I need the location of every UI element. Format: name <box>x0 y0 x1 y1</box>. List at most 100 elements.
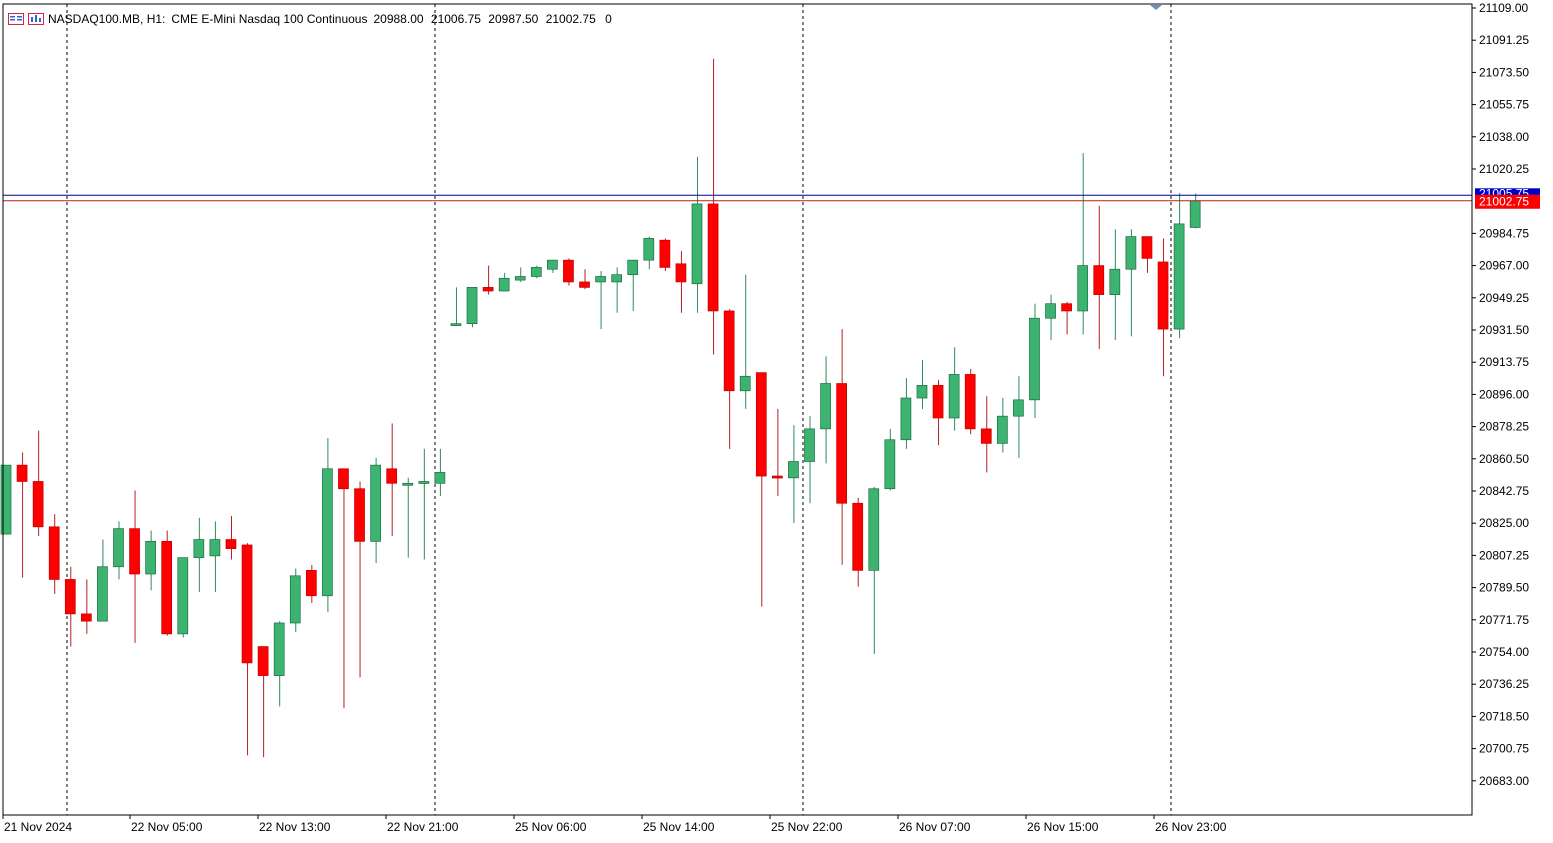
candle-body-bull <box>884 439 896 490</box>
y-tick-label: 20736.25 <box>1479 677 1529 691</box>
candle <box>305 564 317 604</box>
y-tick-label: 20913.75 <box>1479 355 1529 369</box>
candle-body-bull <box>193 539 205 559</box>
candle-body-bull <box>273 622 285 676</box>
x-tick-label: 22 Nov 13:00 <box>259 820 331 834</box>
candle <box>1077 153 1089 335</box>
candle <box>1157 238 1169 377</box>
candle-body-bear <box>48 526 60 580</box>
candle <box>466 287 478 328</box>
y-tick-label: 21073.50 <box>1479 65 1529 79</box>
candle <box>1109 229 1121 340</box>
ask-price-tag <box>1475 188 1540 199</box>
y-tick-label: 20718.50 <box>1479 709 1529 723</box>
close-value: 21002.75 <box>545 12 596 26</box>
candle <box>354 481 365 678</box>
candle <box>691 156 703 313</box>
candle <box>948 347 960 431</box>
x-tick-label: 26 Nov 15:00 <box>1027 820 1099 834</box>
y-tick-label: 21038.00 <box>1479 130 1529 144</box>
candle-body-bull <box>916 384 928 399</box>
y-tick-label: 20984.75 <box>1479 226 1529 240</box>
candle-body-bear <box>836 383 847 504</box>
candle <box>579 269 590 290</box>
x-tick-label: 22 Nov 05:00 <box>131 820 203 834</box>
candle <box>161 530 173 636</box>
plot-frame <box>2 3 1473 816</box>
candle-body-bull <box>1045 303 1056 319</box>
candle <box>32 430 44 536</box>
candle-body-bear <box>354 488 365 542</box>
candle <box>370 457 381 564</box>
menu-list-icon[interactable] <box>8 13 24 25</box>
candle-body-bull <box>948 374 960 419</box>
candle-body-bear <box>129 528 140 575</box>
candle <box>627 259 639 311</box>
candle <box>338 468 349 709</box>
shift-marker-icon[interactable] <box>1150 5 1162 10</box>
candle-body-bear <box>338 468 349 490</box>
candle <box>595 271 606 330</box>
candle-body-bull <box>289 575 301 624</box>
candle-body-bull <box>434 472 446 484</box>
candle-body-bull <box>996 415 1008 444</box>
candle-body-bear <box>579 281 590 288</box>
candle <box>1173 193 1185 339</box>
candle <box>1141 236 1153 273</box>
candle <box>241 543 253 756</box>
candle-body-bull <box>530 267 542 277</box>
candle-body-bear <box>386 468 398 484</box>
candle-body-bull <box>322 468 333 597</box>
candle-body-bull <box>820 383 831 430</box>
candle <box>273 621 285 707</box>
y-tick-label: 20683.00 <box>1479 774 1529 788</box>
candle <box>225 515 237 560</box>
y-tick-label: 20754.00 <box>1479 645 1529 659</box>
candle-body-bear <box>852 502 864 571</box>
candle-body-bull <box>1077 265 1089 312</box>
chart-window-icon[interactable] <box>28 13 44 25</box>
candle-body-bull <box>145 540 156 575</box>
candle <box>563 258 574 286</box>
candle-body-bull <box>643 238 655 261</box>
candle <box>916 359 928 409</box>
candle <box>643 236 655 270</box>
y-tick-label: 20807.25 <box>1479 548 1529 562</box>
y-tick-label: 21055.75 <box>1479 98 1529 112</box>
candle-body-bull <box>1013 399 1024 417</box>
y-tick-label: 21091.25 <box>1479 33 1529 47</box>
candle <box>113 521 124 580</box>
candle-body-bull <box>1189 200 1201 228</box>
y-tick-label: 21109.00 <box>1479 1 1528 15</box>
y-tick-label: 20700.75 <box>1479 742 1529 756</box>
candle-body-bear <box>932 384 944 419</box>
y-tick-label: 20878.25 <box>1479 420 1529 434</box>
candle-body-bear <box>80 613 92 622</box>
candle-body-bull <box>739 375 751 392</box>
candle <box>64 566 76 647</box>
candle-body-bear <box>1093 265 1105 295</box>
candle-body-bull <box>900 397 912 441</box>
candle-body-bull <box>595 276 606 283</box>
candle <box>530 265 542 279</box>
candle <box>450 287 462 327</box>
candle <box>932 379 944 446</box>
x-tick-label: 21 Nov 2024 <box>4 820 72 834</box>
candle-body-bull <box>691 203 703 285</box>
candle-body-bull <box>1109 268 1121 295</box>
candle-body-bull <box>418 481 430 484</box>
candle <box>257 646 269 758</box>
candle-body-bear <box>161 540 173 635</box>
candle <box>97 539 108 622</box>
candle <box>723 309 735 449</box>
candle <box>434 448 446 496</box>
candle <box>755 372 767 607</box>
candle-body-bear <box>659 239 671 268</box>
candle <box>1029 303 1040 418</box>
candle <box>820 356 831 464</box>
y-tick-label: 20842.75 <box>1479 484 1529 498</box>
y-tick-label: 20771.75 <box>1479 613 1529 627</box>
y-tick-label: 20967.00 <box>1479 259 1529 273</box>
candle <box>739 274 751 409</box>
